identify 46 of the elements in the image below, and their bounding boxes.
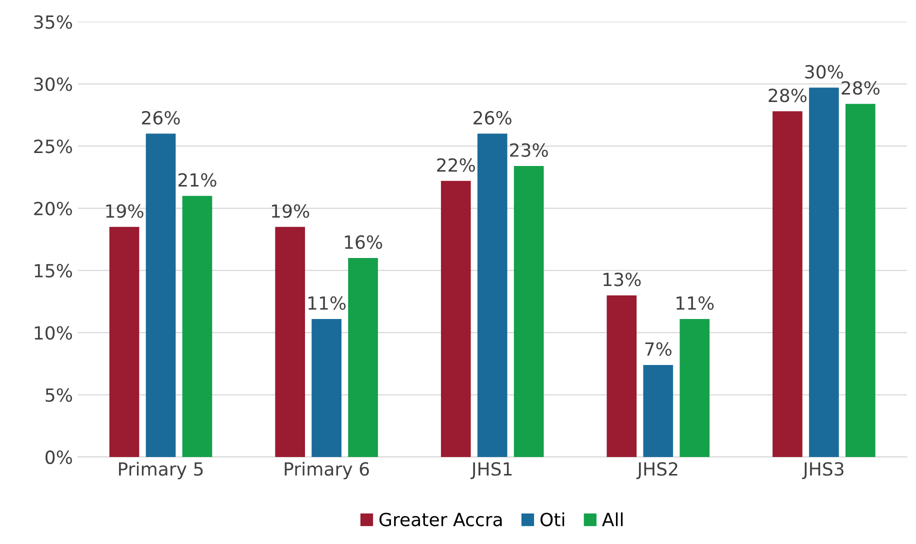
x-tick-label: JHS1 bbox=[470, 462, 512, 480]
data-label: 11% bbox=[308, 296, 346, 310]
bar bbox=[182, 196, 212, 457]
bar bbox=[109, 226, 140, 457]
bar bbox=[514, 166, 544, 457]
legend-label: Greater Accra bbox=[379, 512, 502, 526]
bar bbox=[312, 318, 342, 457]
bar bbox=[440, 180, 471, 457]
data-label: 28% bbox=[842, 81, 880, 95]
data-label: 7% bbox=[645, 342, 672, 356]
bar bbox=[275, 226, 305, 457]
data-label: 21% bbox=[178, 173, 216, 187]
data-label: 30% bbox=[805, 64, 844, 79]
bar bbox=[477, 134, 508, 457]
y-tick-label: 35% bbox=[34, 15, 72, 29]
bar bbox=[643, 364, 674, 457]
bar bbox=[772, 111, 802, 457]
data-label: 26% bbox=[474, 110, 512, 125]
y-tick-label: 25% bbox=[34, 140, 72, 154]
data-label: 11% bbox=[676, 296, 714, 310]
data-label: 13% bbox=[604, 272, 641, 286]
data-label: 28% bbox=[768, 88, 807, 102]
y-tick-label: 20% bbox=[34, 202, 72, 216]
y-tick-label: 5% bbox=[46, 388, 72, 402]
bar bbox=[680, 318, 710, 457]
legend-label: Oti bbox=[540, 512, 564, 526]
bar bbox=[146, 134, 176, 457]
data-label: 16% bbox=[344, 235, 382, 249]
data-label: 19% bbox=[272, 204, 310, 218]
x-tick-label: Primary 5 bbox=[119, 462, 203, 480]
x-tick-label: JHS2 bbox=[636, 462, 678, 480]
y-tick-label: 10% bbox=[34, 326, 72, 340]
data-label: 23% bbox=[510, 143, 548, 157]
bar bbox=[606, 295, 637, 457]
y-tick-label: 30% bbox=[34, 77, 72, 92]
x-tick-label: JHS3 bbox=[802, 462, 844, 480]
x-tick-label: Primary 6 bbox=[284, 462, 369, 480]
bar bbox=[348, 258, 378, 457]
bar bbox=[845, 104, 876, 457]
y-tick-label: 0% bbox=[46, 450, 72, 464]
legend-label: All bbox=[602, 512, 623, 526]
data-label: 26% bbox=[142, 110, 180, 125]
data-label: 22% bbox=[437, 158, 475, 172]
bar bbox=[809, 88, 839, 457]
data-label: 19% bbox=[106, 204, 144, 218]
y-tick-label: 15% bbox=[34, 264, 72, 278]
